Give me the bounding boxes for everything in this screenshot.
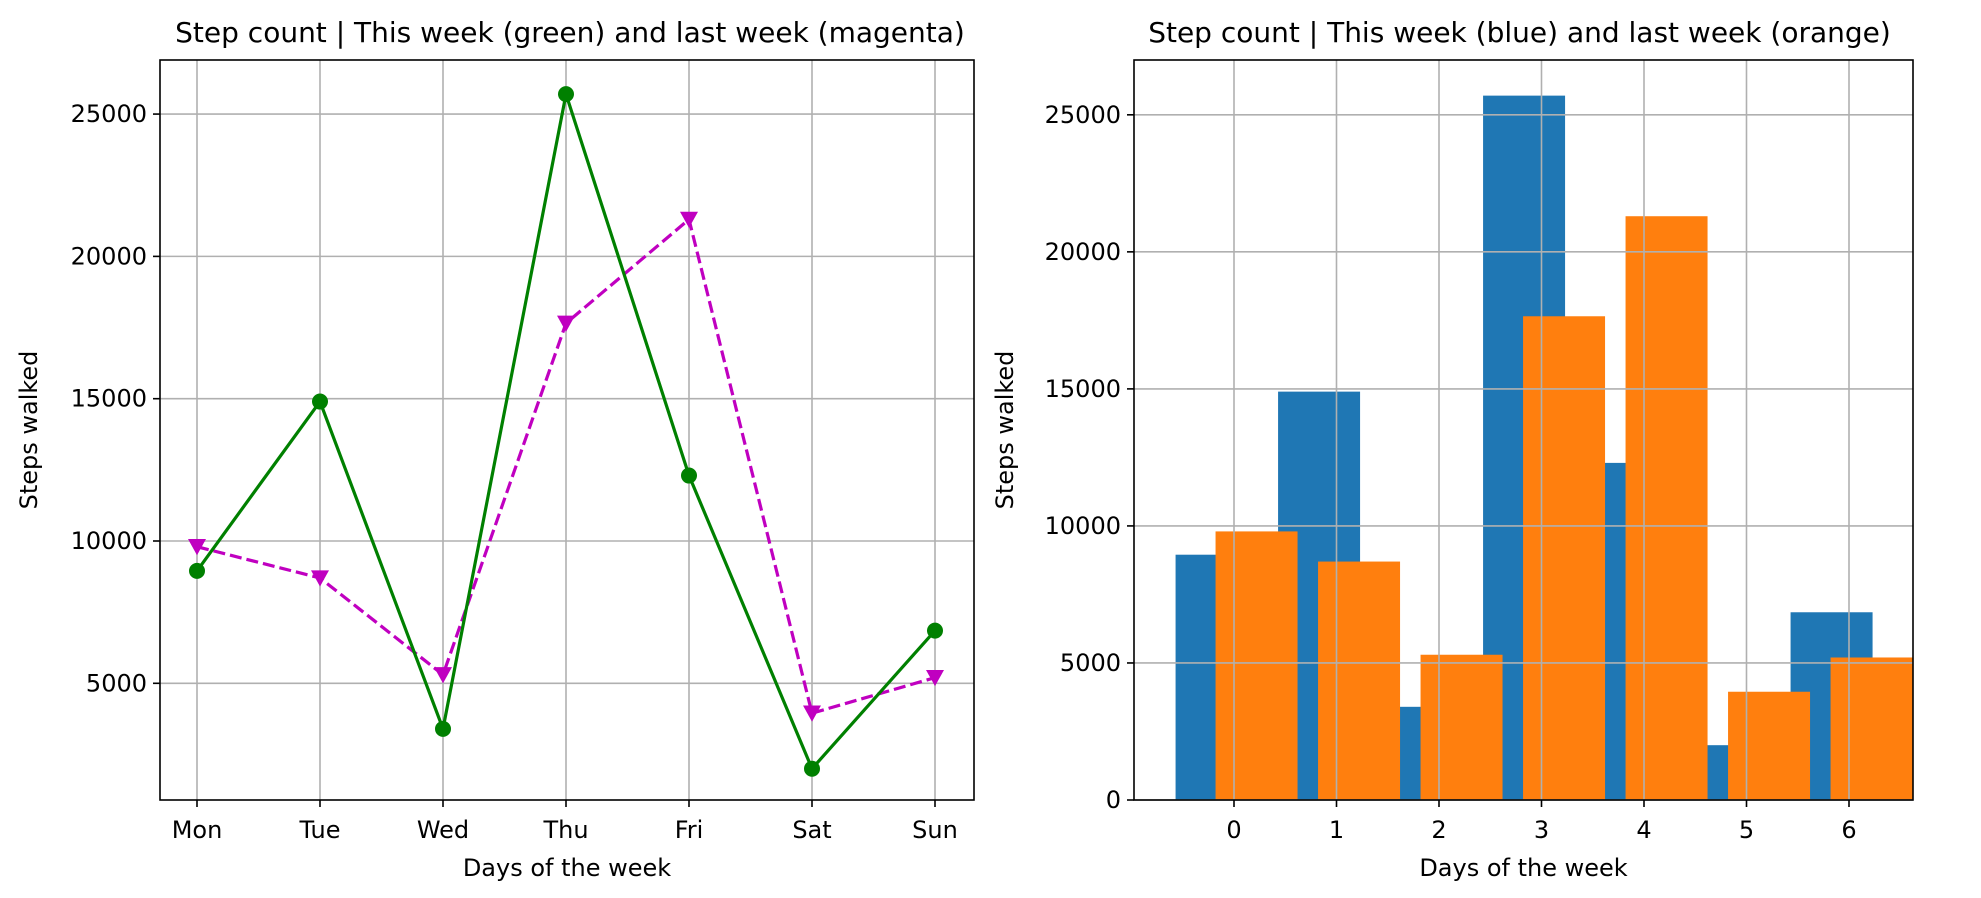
last-week-bar: [1523, 316, 1606, 800]
this-week-point: [927, 622, 943, 639]
right-y-tick-label: 5000: [1060, 649, 1121, 677]
left-x-tick-label: Mon: [172, 816, 223, 844]
left-grid: [160, 60, 974, 800]
left-x-tick-label: Sat: [792, 816, 831, 844]
last-week-point: [311, 570, 329, 587]
right-x-tick-label: 2: [1431, 816, 1446, 844]
this-week-point: [804, 760, 820, 777]
right-x-tick-label: 5: [1739, 816, 1754, 844]
last-week-bar: [1728, 691, 1811, 800]
bar-chart: 0 1 2 3 4 5 6 0 5000 10000 15000 20000 25000 Step co…: [991, 16, 1914, 882]
right-y-axis-label: Steps walked: [991, 351, 1019, 510]
this-week-point: [558, 86, 574, 103]
right-x-tick-label: 6: [1841, 816, 1856, 844]
left-series: [188, 86, 944, 777]
left-y-tick-label: 25000: [71, 100, 147, 128]
last-week-point: [434, 667, 452, 684]
right-x-tick-label: 1: [1329, 816, 1344, 844]
right-y-tick-label: 20000: [1045, 238, 1121, 266]
right-x-axis-label: Days of the week: [1419, 854, 1627, 882]
last-week-bar: [1215, 531, 1298, 800]
left-x-tick-label: Sun: [912, 816, 958, 844]
right-ticks: 0 1 2 3 4 5 6 0 5000 10000 15000 20000 25000: [1045, 101, 1857, 844]
left-y-tick-label: 5000: [86, 669, 147, 697]
left-x-axis-label: Days of the week: [463, 854, 671, 882]
right-chart-title: Step count | This week (blue) and last w…: [1148, 16, 1891, 49]
last-week-point: [680, 211, 698, 228]
left-y-axis-label: Steps walked: [15, 351, 43, 510]
left-plot-frame: [159, 59, 975, 801]
right-x-tick-label: 0: [1226, 816, 1241, 844]
right-x-tick-label: 4: [1636, 816, 1651, 844]
last-week-bar: [1318, 561, 1401, 800]
last-week-point: [557, 315, 575, 332]
left-ticks: Mon Tue Wed Thu Fri Sat Sun 5000 10000 15000 20000…: [71, 100, 958, 844]
last-week-point: [926, 669, 944, 687]
right-plot-frame: [1133, 59, 1914, 801]
left-x-tick-label: Wed: [417, 816, 469, 844]
right-y-tick-label: 15000: [1045, 375, 1121, 403]
left-x-tick-label: Tue: [299, 816, 341, 844]
last-week-point: [803, 705, 821, 722]
this-week-point: [189, 562, 205, 579]
last-week-bar: [1625, 216, 1708, 800]
left-y-tick-label: 20000: [71, 242, 147, 270]
left-y-tick-label: 15000: [71, 385, 147, 413]
line-chart: Mon Tue Wed Thu Fri Sat Sun 5000 10000 15000 20000…: [15, 16, 975, 882]
right-x-tick-label: 3: [1534, 816, 1549, 844]
this-week-point: [435, 720, 451, 737]
last-week-bar: [1420, 654, 1503, 800]
left-y-tick-label: 10000: [71, 527, 147, 555]
last-week-point: [188, 539, 206, 556]
this-week-point: [312, 393, 328, 410]
left-chart-title: Step count | This week (green) and last …: [175, 16, 965, 49]
right-y-tick-label: 0: [1106, 786, 1121, 814]
right-bars: [1134, 60, 1913, 801]
left-x-tick-label: Thu: [542, 816, 588, 844]
this-week-point: [681, 467, 697, 484]
right-y-tick-label: 10000: [1045, 512, 1121, 540]
left-x-tick-label: Fri: [675, 816, 704, 844]
right-y-tick-label: 25000: [1045, 101, 1121, 129]
last-week-bar: [1830, 657, 1913, 800]
